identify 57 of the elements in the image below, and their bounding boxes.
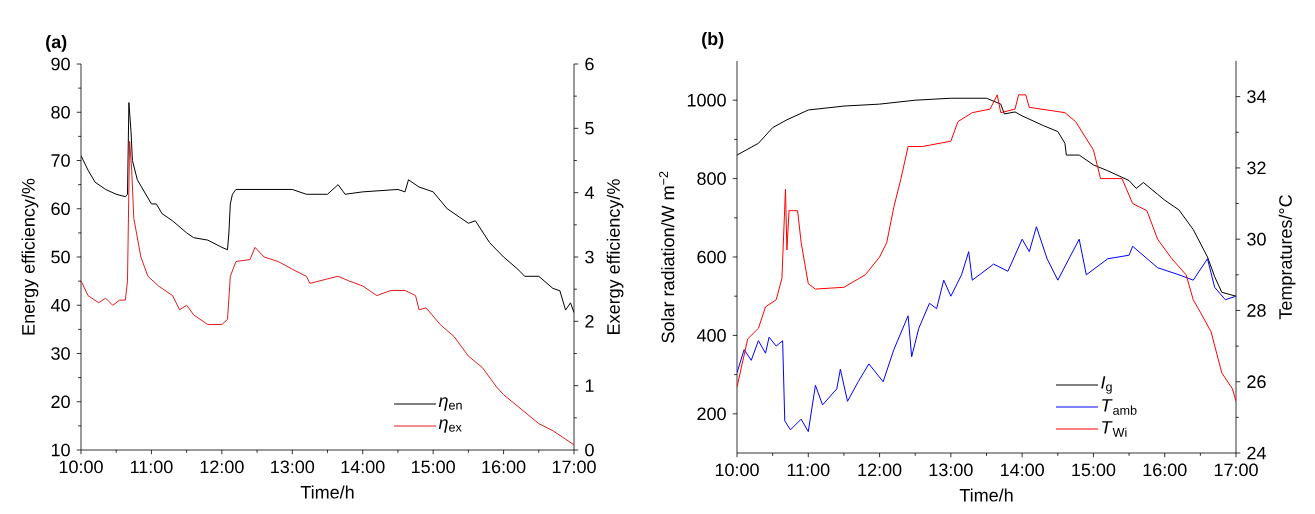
legend-label: η$_{en}$ [438, 397, 462, 411]
y-tick-label: 60 [51, 202, 70, 216]
x-tick-label: 17:00 [1214, 463, 1258, 477]
line-series [81, 140, 574, 446]
y-tick-label: 1000 [687, 93, 726, 107]
y2-tick-label: 28 [1247, 304, 1266, 317]
y2-tick-label: 32 [1247, 161, 1266, 175]
chart-title: (b) [702, 32, 724, 49]
x-tick-label: 10:00 [59, 460, 103, 474]
y2-tick-label: 1 [585, 379, 594, 392]
y-tick-label: 30 [51, 347, 70, 360]
legend-label: T$_{amb}$ [1102, 399, 1137, 415]
y2-axis-title: Tempratures/°C [1278, 195, 1296, 320]
legend-label: I$_{g}$ [1101, 376, 1112, 394]
chart-title: (a) [46, 35, 67, 52]
x-tick-label: 16:00 [482, 460, 526, 474]
y-tick-label: 20 [51, 395, 70, 409]
y-axis-title: Energy efficiency/% [21, 178, 39, 335]
y-tick-label: 800 [697, 172, 726, 185]
legend-label: η$_{ex}$ [438, 419, 462, 433]
y-tick-label: 80 [51, 105, 70, 119]
x-tick-label: 13:00 [929, 463, 973, 477]
y2-tick-label: 4 [584, 186, 594, 199]
y2-tick-label: 24 [1247, 446, 1266, 460]
y2-tick-label: 3 [585, 250, 594, 264]
x-tick-label: 12:00 [200, 460, 244, 474]
x-tick-label: 12:00 [858, 463, 902, 477]
y2-tick-label: 34 [1247, 90, 1266, 103]
y2-tick-label: 2 [585, 315, 594, 328]
x-axis-title: Time/h [959, 488, 1013, 502]
y-tick-label: 40 [50, 298, 70, 312]
y2-tick-label: 6 [585, 57, 594, 71]
legend-label: T$_{Wi}$ [1102, 421, 1127, 437]
y-tick-label: 400 [696, 329, 726, 342]
y-tick-label: 600 [697, 250, 726, 264]
y2-tick-label: 0 [585, 443, 594, 457]
x-tick-label: 14:00 [1001, 463, 1044, 477]
x-tick-label: 11:00 [787, 463, 830, 477]
y-tick-label: 70 [51, 154, 70, 167]
x-tick-label: 16:00 [1143, 463, 1187, 477]
y-tick-label: 200 [697, 407, 726, 421]
x-tick-label: 10:00 [715, 463, 759, 477]
x-tick-label: 17:00 [552, 460, 596, 474]
x-tick-label: 11:00 [130, 460, 173, 474]
y2-tick-label: 30 [1247, 232, 1266, 246]
y-tick-label: 50 [51, 250, 70, 264]
y-axis-title: Solar radiation/W m$^{−2}$ [659, 171, 675, 343]
x-tick-label: 13:00 [271, 460, 315, 474]
y2-tick-label: 5 [585, 122, 594, 135]
y2-axis-title: Exergy efficiency/% [606, 179, 624, 334]
x-tick-label: 14:00 [341, 460, 385, 474]
x-tick-label: 15:00 [1072, 463, 1116, 477]
y-tick-label: 10 [51, 443, 70, 457]
x-tick-label: 15:00 [412, 460, 455, 474]
y-tick-label: 90 [51, 57, 70, 71]
y2-tick-label: 26 [1247, 375, 1266, 389]
x-axis-title: Time/h [300, 485, 354, 499]
